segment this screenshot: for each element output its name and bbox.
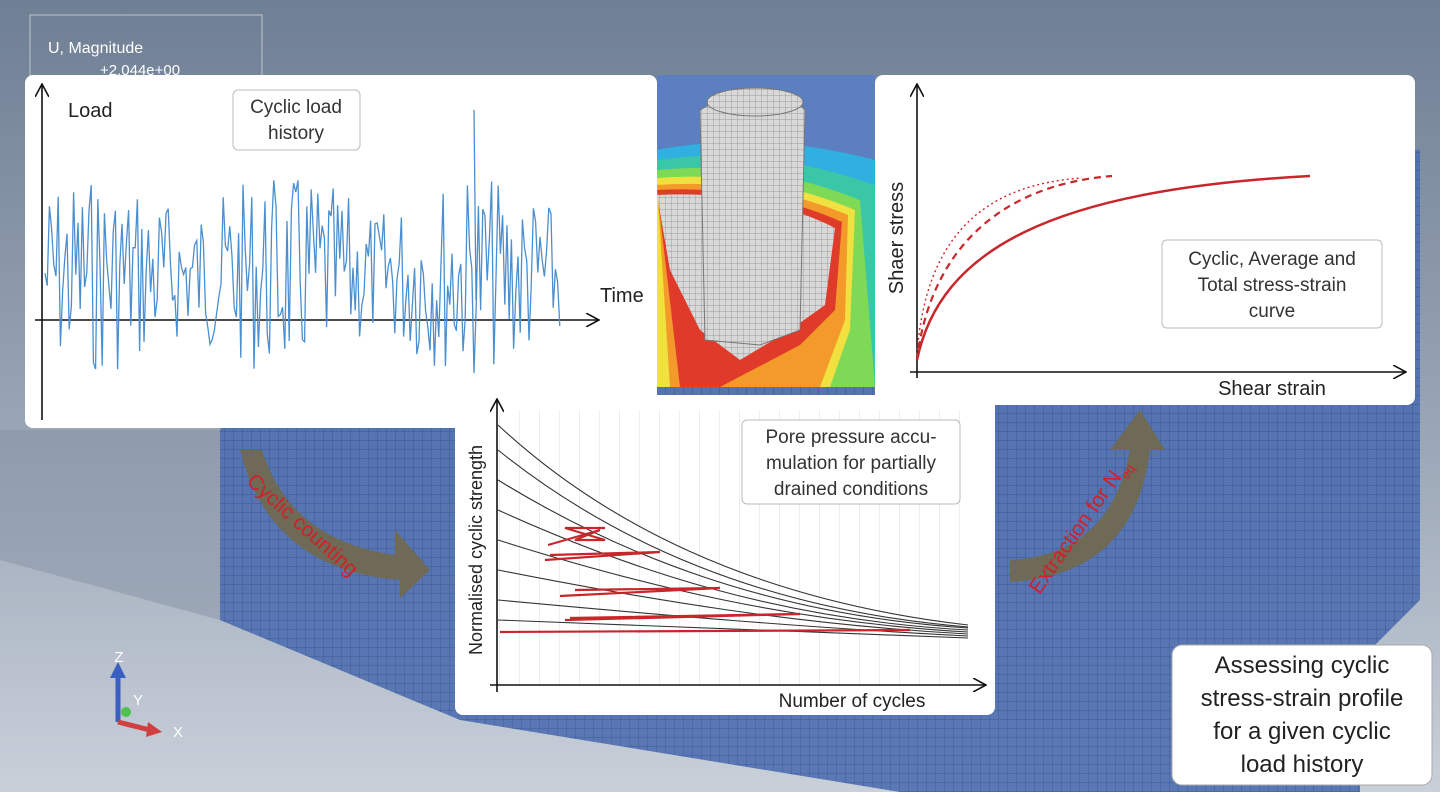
x-label: Time	[600, 285, 644, 307]
extraction-subscript: eq	[1117, 461, 1138, 481]
x-axis-triad	[117, 719, 151, 733]
note-box	[232, 89, 361, 151]
pore-pressure-path	[499, 526, 911, 634]
note-line: Cyclic load	[250, 97, 342, 118]
note-line: Pore pressure accu-	[765, 427, 936, 448]
counting-arrow	[240, 450, 430, 598]
note-line: history	[268, 123, 324, 144]
total-curve	[915, 174, 1311, 361]
average-curve	[915, 174, 1113, 361]
x-arrowhead	[146, 722, 162, 737]
note-line: drained conditions	[774, 479, 928, 500]
y-label: Shaer stress	[886, 182, 908, 294]
note-line: Total stress-strain	[1198, 275, 1347, 296]
triad-y: Y	[133, 692, 143, 709]
x-label: Shear strain	[1218, 378, 1326, 400]
y-axis-triad	[121, 707, 131, 717]
extraction-arrow	[1010, 410, 1165, 582]
summary-line: Assessing cyclic	[1215, 652, 1390, 679]
load-panel	[25, 75, 657, 428]
summary-line: load history	[1241, 751, 1364, 778]
note-line: curve	[1249, 301, 1295, 322]
fem-image	[657, 75, 875, 387]
ground	[0, 430, 220, 620]
note-line: mulation for partially	[766, 453, 937, 474]
triad-x: X	[173, 724, 183, 741]
legend-title: U, Magnitude	[48, 40, 143, 57]
note-box	[1161, 239, 1383, 329]
cyclic-curve	[916, 177, 1083, 356]
summary-box	[1171, 644, 1433, 786]
triad-z: Z	[114, 649, 123, 666]
summary-line: stress-strain profile	[1201, 685, 1404, 712]
z-arrowhead	[110, 662, 126, 678]
y-label: Normalised cyclic strength	[466, 445, 486, 655]
load-history	[44, 109, 561, 374]
legend-value: +2.044e+00	[100, 62, 180, 79]
x-label: Number of cycles	[779, 691, 926, 712]
y-label: Load	[68, 100, 113, 122]
note-line: Cyclic, Average and	[1188, 249, 1356, 270]
note-box	[741, 419, 961, 505]
summary-line: for a given cyclic	[1213, 718, 1390, 745]
